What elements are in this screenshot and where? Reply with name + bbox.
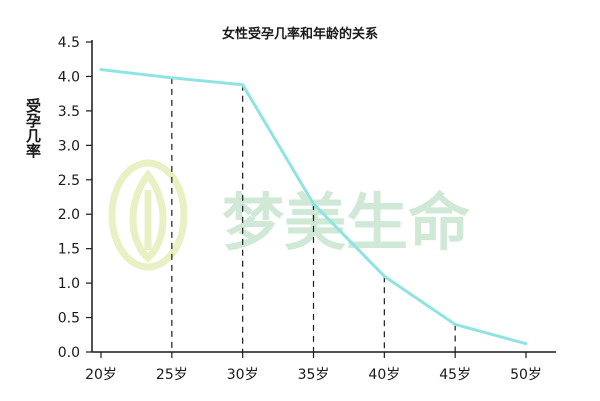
- chart-title: 女性受孕几率和年龄的关系: [222, 26, 378, 42]
- x-tick-label: 50岁: [510, 367, 542, 383]
- watermark-logo-icon: [108, 159, 188, 271]
- x-tick-label: 40岁: [368, 367, 400, 383]
- y-tick-label: 2.5: [58, 173, 80, 189]
- x-tick-label: 20岁: [85, 367, 117, 383]
- y-tick-label: 3.0: [58, 138, 80, 154]
- y-tick-label: 0.0: [58, 345, 80, 361]
- y-tick-label: 3.5: [58, 104, 80, 120]
- x-axis-ticks: 20岁 25岁 30岁 35岁 40岁 45岁 50岁: [85, 352, 542, 383]
- y-tick-label: 2.0: [58, 207, 80, 223]
- y-axis-ticks: 0.0 0.5 1.0 1.5 2.0 2.5 3.0 3.5 4.0 4.5: [58, 35, 92, 361]
- y-tick-label: 4.0: [58, 69, 80, 85]
- x-tick-label: 30岁: [227, 367, 259, 383]
- y-tick-label: 4.5: [58, 35, 80, 51]
- x-tick-label: 45岁: [439, 367, 471, 383]
- y-tick-label: 1.0: [58, 276, 80, 292]
- watermark: 梦美生命: [108, 159, 470, 271]
- x-tick-label: 35岁: [298, 367, 330, 383]
- y-tick-label: 1.5: [58, 242, 80, 258]
- x-tick-label: 25岁: [156, 367, 188, 383]
- series-line: [99, 68, 528, 346]
- droplines: [171, 77, 456, 352]
- y-tick-label: 0.5: [58, 311, 80, 327]
- y-axis-label: 受孕几率: [24, 97, 42, 159]
- watermark-text: 梦美生命: [222, 186, 470, 259]
